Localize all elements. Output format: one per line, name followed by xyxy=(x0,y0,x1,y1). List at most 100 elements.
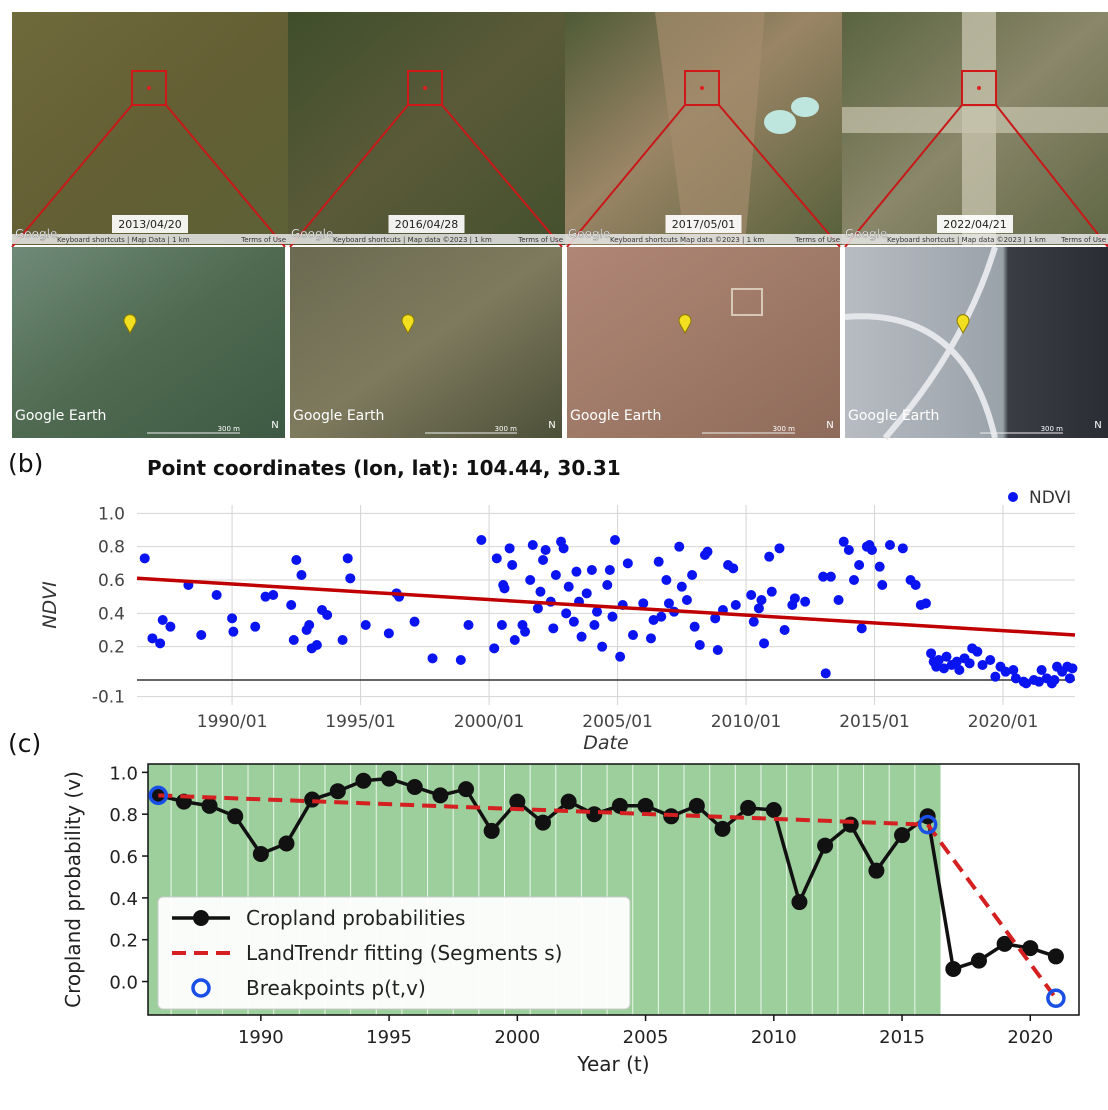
data-point xyxy=(821,668,831,678)
data-point xyxy=(638,598,648,608)
scale-label: 300 m xyxy=(495,425,518,433)
y-axis-label: Cropland probability (v) xyxy=(61,771,85,1008)
data-point xyxy=(749,617,759,627)
data-point xyxy=(1048,948,1064,964)
data-point xyxy=(1048,990,1064,1006)
data-point xyxy=(800,597,810,607)
map-footer-text: Keyboard shortcuts | Map data ©2023 | 1 … xyxy=(887,236,1046,244)
data-point xyxy=(510,635,520,645)
data-point xyxy=(843,817,859,833)
data-point xyxy=(564,582,574,592)
data-point xyxy=(849,575,859,585)
data-point xyxy=(623,558,633,568)
data-point xyxy=(541,545,551,555)
data-point xyxy=(610,535,620,545)
google-attribution: Google xyxy=(15,227,57,241)
map-footer-text: Keyboard shortcuts | Map data ©2023 | 1 … xyxy=(333,236,492,244)
data-point xyxy=(728,563,738,573)
data-point xyxy=(597,642,607,652)
data-point xyxy=(535,815,551,831)
data-point xyxy=(661,575,671,585)
x-tick-label: 2005/01 xyxy=(582,712,653,732)
data-point xyxy=(877,580,887,590)
data-point xyxy=(489,643,499,653)
google-attribution: Google xyxy=(568,227,610,241)
data-point xyxy=(202,798,218,814)
data-point xyxy=(140,553,150,563)
y-tick-label: -0.1 xyxy=(92,688,125,708)
x-tick-label: 2010/01 xyxy=(711,712,782,732)
data-point xyxy=(791,894,807,910)
data-point xyxy=(343,553,353,563)
data-point xyxy=(690,622,700,632)
north-arrow: N xyxy=(548,420,555,431)
data-point xyxy=(682,595,692,605)
legend-label: Breakpoints p(t,v) xyxy=(246,976,426,1000)
data-point xyxy=(227,613,237,623)
data-point xyxy=(867,545,877,555)
data-point xyxy=(654,557,664,567)
y-axis-label: NDVI xyxy=(39,581,61,629)
y-tick-label: 0.4 xyxy=(98,604,125,624)
data-point xyxy=(834,595,844,605)
data-point xyxy=(476,535,486,545)
x-tick-label: 2020 xyxy=(1007,1027,1053,1048)
data-point xyxy=(844,545,854,555)
scale-label: 300 m xyxy=(1041,425,1064,433)
x-tick-label: 1995 xyxy=(366,1027,412,1048)
x-tick-label: 2010 xyxy=(751,1027,797,1048)
image-date: 2016/04/28 xyxy=(395,218,458,231)
data-point xyxy=(1067,663,1077,673)
legend-label: NDVI xyxy=(1029,488,1071,508)
data-point xyxy=(289,635,299,645)
data-point xyxy=(582,588,592,598)
data-point xyxy=(432,787,448,803)
data-point xyxy=(817,838,833,854)
data-point xyxy=(587,565,597,575)
image-date: 2013/04/20 xyxy=(118,218,181,231)
legend-marker xyxy=(193,910,209,926)
data-point xyxy=(322,610,332,620)
x-tick-label: 1990 xyxy=(238,1027,284,1048)
data-point xyxy=(571,567,581,577)
data-point xyxy=(158,615,168,625)
data-point xyxy=(695,640,705,650)
data-point xyxy=(715,821,731,837)
x-axis-label: Year (t) xyxy=(576,1052,649,1076)
map-terms: Terms of Use xyxy=(794,236,840,244)
earth-attribution: Google Earth xyxy=(848,408,939,424)
data-point xyxy=(780,625,790,635)
data-point xyxy=(338,635,348,645)
data-point xyxy=(965,658,975,668)
data-point xyxy=(759,638,769,648)
y-tick-label: 0.8 xyxy=(109,805,138,826)
y-tick-label: 0.4 xyxy=(109,889,138,910)
y-tick-label: 0.0 xyxy=(109,973,138,994)
data-point xyxy=(628,630,638,640)
data-point xyxy=(774,543,784,553)
data-point xyxy=(384,628,394,638)
data-point xyxy=(954,665,964,675)
data-point xyxy=(589,620,599,630)
figure: (a)(b)(c)2013/04/20GoogleKeyboard shortc… xyxy=(0,0,1108,1110)
data-point xyxy=(677,582,687,592)
x-tick-label: 2000 xyxy=(494,1027,540,1048)
data-point xyxy=(505,543,515,553)
data-point xyxy=(407,779,423,795)
north-arrow: N xyxy=(1094,420,1101,431)
data-point xyxy=(196,630,206,640)
data-point xyxy=(551,570,561,580)
data-point xyxy=(689,798,705,814)
legend-marker xyxy=(1008,492,1018,502)
google-attribution: Google xyxy=(291,227,333,241)
data-point xyxy=(355,773,371,789)
map-terms: Terms of Use xyxy=(1060,236,1106,244)
data-point xyxy=(972,647,982,657)
data-point xyxy=(713,645,723,655)
data-point xyxy=(165,622,175,632)
satellite-image xyxy=(12,12,288,245)
data-point xyxy=(428,653,438,663)
data-point xyxy=(911,580,921,590)
y-tick-label: 0.8 xyxy=(98,538,125,558)
data-point xyxy=(548,623,558,633)
